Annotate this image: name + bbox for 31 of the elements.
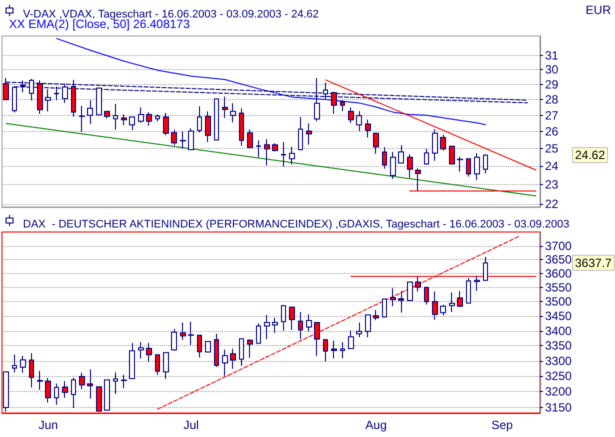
y-tick-label: 30 [545,62,559,77]
x-tick-label: Jun [38,418,58,432]
y-tick-label: 29 [545,77,559,92]
text: 24.62 [575,148,606,162]
x-tick-label: Sep [491,418,514,432]
y-tick-label: 23 [545,178,559,192]
y-tick-label: 3400 [545,324,572,338]
y-tick-label: 3650 [545,252,572,266]
y-tick-label: 3500 [545,294,572,309]
y-tick-label: 3700 [545,238,572,253]
y-tick-label: 28 [545,92,559,107]
y-tick-label: 3350 [545,338,572,353]
y-tick-label: 3550 [545,280,572,294]
y-tick-label: 24 [545,159,559,174]
x-tick-label: Aug [365,418,387,432]
chart-title: DAX - DEUTSCHER AKTIENINDEX (PERFORMANCEINDEX) ,GDAXIS, Tageschart - 16.06.2003 - 03.09.2003 [23,218,570,230]
y-tick-label: 25 [545,142,559,156]
y-tick-label: 31 [545,48,559,63]
y-tick-label: 27 [545,108,559,122]
text: 3637.7 [575,256,612,270]
y-tick-label: 22 [545,196,559,211]
chart-title: V-DAX ,VDAX, Tageschart - 16.06.2003 - 03.09.2003 - 24.62 [23,8,319,20]
text: EUR [586,3,612,17]
y-tick-label: 3150 [545,400,572,415]
y-tick-label: 3200 [545,384,572,399]
y-tick-label: 3600 [545,266,572,280]
y-tick-label: 26 [545,124,559,139]
y-tick-label: 3450 [545,309,572,324]
x-tick-label: Jul [183,418,199,432]
y-tick-label: 3250 [545,369,572,384]
y-tick-label: 3300 [545,354,572,368]
